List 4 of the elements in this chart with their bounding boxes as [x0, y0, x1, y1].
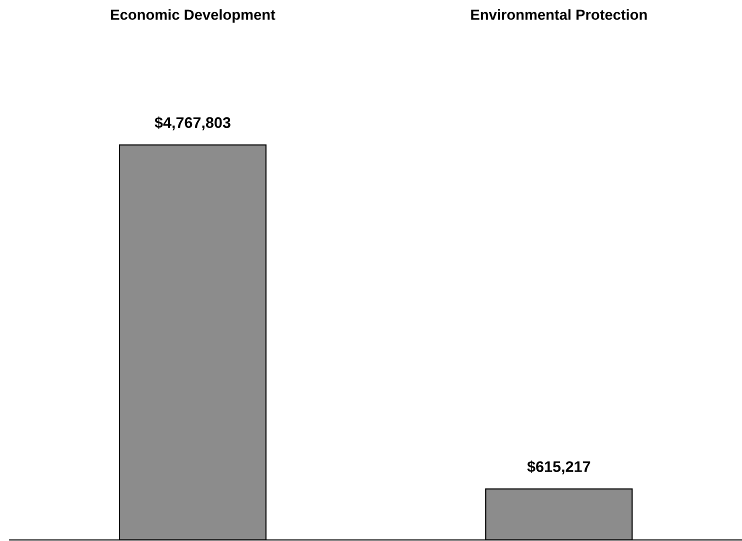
x-tick-label: Economic Development [111, 9, 276, 23]
data-label: $615,217 [527, 460, 590, 474]
data-label: $4,767,803 [154, 116, 230, 130]
x-tick-label: Environmental Protection [471, 9, 647, 20]
